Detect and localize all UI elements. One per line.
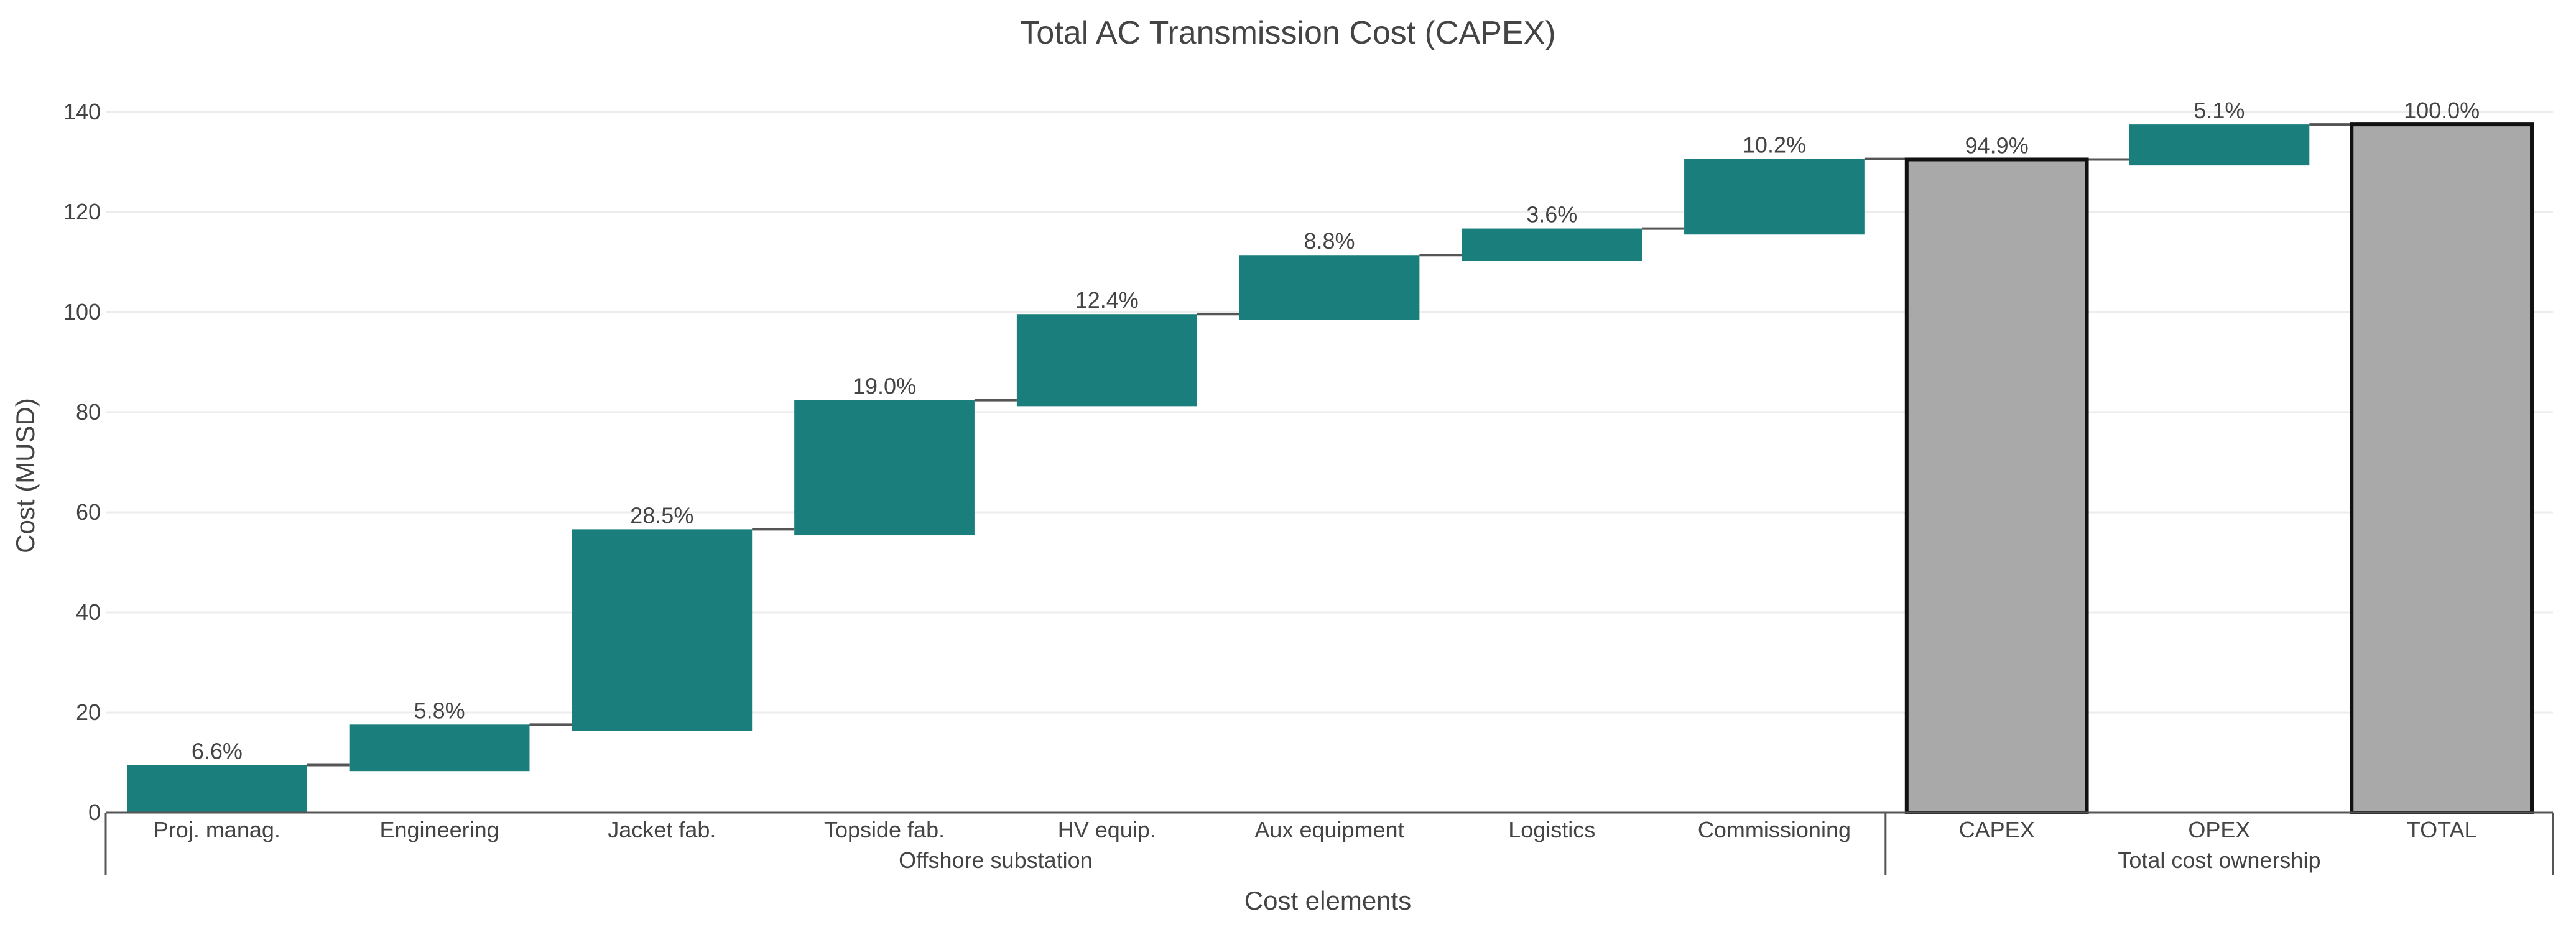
data-label: 6.6% bbox=[192, 739, 243, 764]
increase-bar bbox=[572, 529, 753, 731]
category-label: HV equip. bbox=[1058, 817, 1156, 842]
increase-bar bbox=[1684, 159, 1865, 235]
increase-bar bbox=[1462, 228, 1642, 261]
y-tick-label: 100 bbox=[63, 299, 101, 325]
connector-lines bbox=[307, 123, 2352, 767]
data-label: 8.8% bbox=[1304, 228, 1355, 254]
chart-title: Total AC Transmission Cost (CAPEX) bbox=[1020, 15, 1555, 51]
data-label: 5.8% bbox=[414, 698, 465, 723]
category-label: Commissioning bbox=[1698, 817, 1851, 842]
y-tick-label: 0 bbox=[88, 800, 101, 825]
data-label: 10.2% bbox=[1743, 132, 1806, 158]
category-label: Logistics bbox=[1508, 817, 1595, 842]
increase-bar bbox=[349, 724, 530, 772]
group-label: Offshore substation bbox=[899, 847, 1093, 873]
y-tick-label: 120 bbox=[63, 199, 101, 224]
category-label: Jacket fab. bbox=[608, 817, 716, 842]
data-label: 5.1% bbox=[2194, 98, 2245, 123]
data-label: 19.0% bbox=[853, 374, 916, 399]
increase-bar bbox=[126, 765, 307, 813]
category-label: Proj. manag. bbox=[154, 817, 280, 842]
y-tick-label: 40 bbox=[76, 599, 101, 625]
y-axis-ticks: 0 20 40 60 80 100 120 140 bbox=[63, 99, 101, 825]
y-tick-label: 80 bbox=[76, 399, 101, 425]
increase-bar bbox=[2129, 124, 2310, 166]
bars bbox=[126, 122, 2534, 815]
y-tick-label: 60 bbox=[76, 499, 101, 525]
total-bar bbox=[1904, 157, 2089, 815]
data-label: 28.5% bbox=[630, 502, 693, 528]
y-axis-title: Cost (MUSD) bbox=[11, 398, 40, 553]
category-labels: Proj. manag. Engineering Jacket fab. Topsid… bbox=[154, 817, 2477, 842]
category-label: Aux equipment bbox=[1254, 817, 1404, 842]
group-labels: Offshore substation Total cost ownership bbox=[104, 813, 2554, 875]
category-label: CAPEX bbox=[1959, 817, 2035, 842]
data-labels: 6.6% 5.8% 28.5% 19.0% 12.4% 8.8% 3.6% 10.2% 94.9… bbox=[192, 98, 2480, 763]
y-tick-label: 140 bbox=[63, 99, 101, 124]
data-label: 100.0% bbox=[2404, 98, 2480, 123]
increase-bar bbox=[1016, 314, 1197, 407]
group-label: Total cost ownership bbox=[2118, 847, 2320, 873]
data-label: 3.6% bbox=[1526, 202, 1577, 228]
data-label: 12.4% bbox=[1075, 287, 1139, 313]
category-label: OPEX bbox=[2188, 817, 2250, 842]
total-bar bbox=[2350, 122, 2534, 814]
category-label: TOTAL bbox=[2407, 817, 2477, 842]
y-tick-label: 20 bbox=[76, 699, 101, 725]
category-label: Topside fab. bbox=[824, 817, 945, 842]
gridlines bbox=[106, 111, 2553, 714]
increase-bar bbox=[1239, 255, 1420, 320]
category-label: Engineering bbox=[380, 817, 499, 842]
x-axis-title: Cost elements bbox=[1244, 886, 1411, 915]
data-label: 94.9% bbox=[1965, 132, 2029, 158]
increase-bar bbox=[794, 400, 975, 536]
